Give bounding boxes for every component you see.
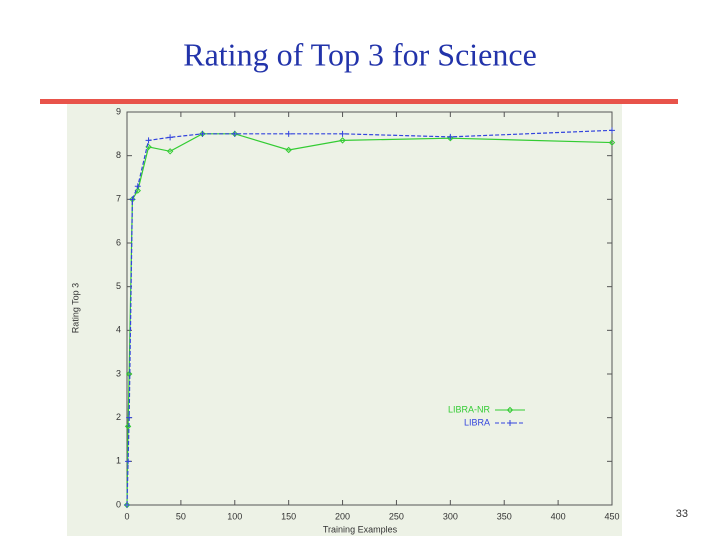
x-tick-label: 0: [124, 511, 129, 521]
plot-frame: [126, 111, 613, 506]
x-tick-label: 100: [227, 511, 242, 521]
x-tick-label: 200: [335, 511, 350, 521]
point: [199, 130, 206, 137]
point: [124, 502, 130, 508]
y-axis-label: Rating Top 3: [70, 283, 80, 333]
point: [507, 420, 513, 426]
y-tick-label: 7: [116, 194, 121, 204]
y-tick-label: 2: [116, 412, 121, 422]
x-tick-label: 350: [497, 511, 512, 521]
point: [609, 127, 615, 134]
point: [285, 146, 292, 154]
title-rule: [40, 99, 678, 104]
point: [166, 148, 174, 155]
point: [145, 137, 152, 144]
y-tick-label: 6: [116, 237, 121, 247]
point: [447, 133, 454, 140]
y-tick-label: 9: [116, 106, 121, 116]
x-tick-label: 300: [443, 511, 458, 521]
point: [231, 130, 238, 137]
point: [125, 458, 132, 465]
x-tick-label: 450: [604, 511, 619, 521]
point: [506, 406, 514, 414]
point: [167, 134, 174, 141]
y-tick-label: 8: [116, 150, 121, 160]
series-line: [126, 133, 613, 506]
x-tick-label: 50: [176, 511, 186, 521]
point: [129, 196, 136, 203]
legend-label: LIBRA-NR: [448, 404, 491, 414]
point: [339, 137, 346, 144]
plot-image: [67, 104, 622, 536]
point: [124, 423, 132, 430]
point: [285, 130, 292, 137]
x-tick-label: 250: [389, 511, 404, 521]
point: [126, 414, 133, 421]
point: [125, 370, 133, 378]
point: [339, 130, 346, 137]
y-tick-label: 4: [116, 325, 121, 335]
page-number: 33: [676, 508, 688, 520]
point: [608, 139, 616, 146]
y-tick-label: 3: [116, 368, 121, 378]
point: [134, 183, 141, 190]
x-tick-label: 150: [281, 511, 296, 521]
y-tick-label: 5: [116, 281, 121, 291]
x-tick-label: 400: [551, 511, 566, 521]
y-tick-label: 1: [116, 456, 121, 466]
y-tick-label: 0: [116, 499, 121, 509]
legend-label: LIBRA: [464, 417, 490, 427]
slide-title: Rating of Top 3 for Science: [183, 36, 537, 72]
x-axis-label: Training Examples: [323, 524, 398, 534]
